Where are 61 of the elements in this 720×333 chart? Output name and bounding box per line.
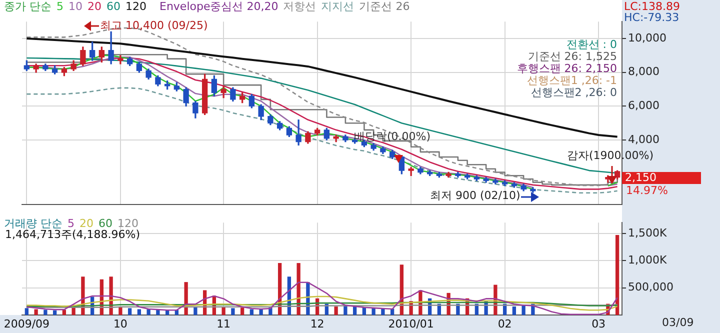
x-tick-label: 2009/09 xyxy=(4,317,50,330)
text: 5 xyxy=(68,217,74,230)
text: 기준선 26 xyxy=(359,0,410,13)
y-tick-label: 6,000 xyxy=(628,99,660,112)
y-tick-label: 10,000 xyxy=(628,31,666,44)
bar xyxy=(62,310,66,315)
bar xyxy=(512,306,516,315)
y-tick-label: 8,000 xyxy=(628,65,660,78)
x-tick-label: 2010/01 xyxy=(388,317,434,330)
text: 5 xyxy=(56,0,64,13)
x-tick-label: 03 xyxy=(592,317,606,330)
annotation: 후행스팬 26: 2,150 xyxy=(516,62,617,75)
text: 14.97% xyxy=(626,184,668,197)
x-tick-label: 02 xyxy=(498,317,512,330)
text: 20 xyxy=(80,217,94,230)
y-tick-label: 500,000 xyxy=(628,280,674,294)
bar xyxy=(34,309,38,315)
annotation: 선행스팬1 ,26: -1 xyxy=(526,74,617,87)
bar xyxy=(156,310,160,315)
annotation: 최저 900 (02/10) xyxy=(430,189,520,202)
text: Envelope중심선 20,20 xyxy=(160,0,278,13)
legend-title: 거래량 단순 xyxy=(4,217,62,230)
text: HC:-79.33 xyxy=(624,11,680,24)
bar xyxy=(352,306,357,315)
y-tick-label: 1,500K xyxy=(628,226,668,240)
y-tick-label: 4,000 xyxy=(628,132,660,146)
text: 60 xyxy=(106,0,120,13)
text: 60 xyxy=(98,217,112,230)
bar xyxy=(231,308,235,315)
bar xyxy=(24,308,29,315)
bar xyxy=(146,309,150,315)
bar xyxy=(334,306,338,315)
annotation: 기준선 26: 1,525 xyxy=(528,50,617,63)
bar xyxy=(240,308,244,315)
text: 120 xyxy=(118,217,138,230)
annotation: 1,464,713주(4,188.96%) xyxy=(5,228,140,241)
legend-title: 종가 단순 xyxy=(4,0,52,13)
y-tick-label: 1,000K xyxy=(628,254,668,267)
x-tick-label: 11 xyxy=(216,317,231,330)
candlestick xyxy=(333,134,339,142)
x-tick-label: 10 xyxy=(113,317,128,330)
annotation: 최고 10,400 (09/25) xyxy=(100,19,208,32)
text: 2,150 xyxy=(622,171,701,184)
text: 지지선 xyxy=(321,0,354,13)
bar xyxy=(522,304,526,315)
bar xyxy=(52,310,57,315)
text: LC:138.89 xyxy=(624,0,680,13)
bar xyxy=(250,309,254,315)
bar xyxy=(615,235,620,315)
x-tick-label: 12 xyxy=(310,317,324,330)
text: 120 xyxy=(126,0,146,13)
annotation: 선행스팬2 ,26: 0 xyxy=(530,86,617,99)
annotation: 전환선 : 0 xyxy=(566,38,617,51)
text: 03/09 xyxy=(662,316,694,329)
text: 20 xyxy=(88,0,102,13)
bar xyxy=(128,308,132,315)
bar xyxy=(44,310,48,315)
bar xyxy=(296,263,300,315)
text: 10 xyxy=(68,0,82,13)
bar xyxy=(137,309,142,315)
text: 저항선 xyxy=(283,0,316,13)
